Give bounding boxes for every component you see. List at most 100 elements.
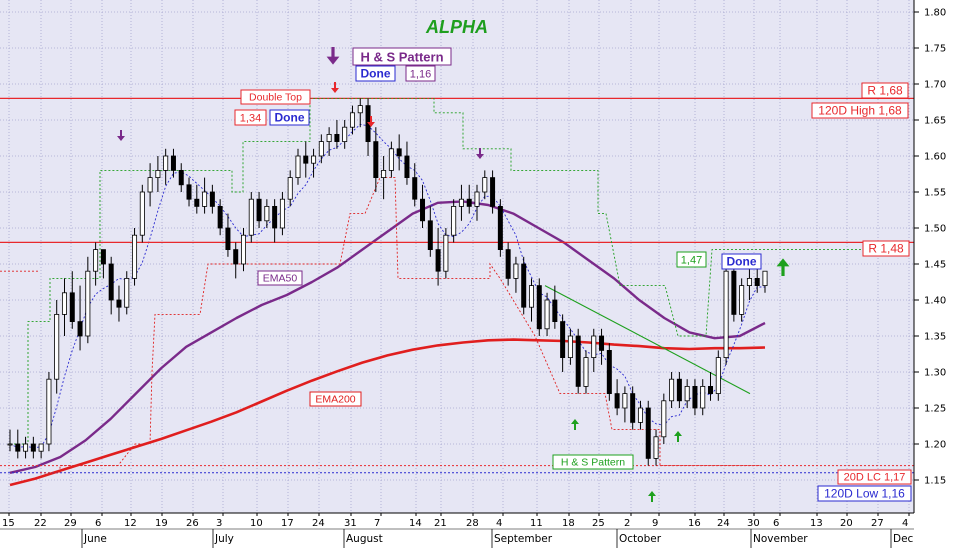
lc-20d-label-box bbox=[837, 469, 912, 485]
candle-body bbox=[575, 335, 581, 387]
candle-body bbox=[599, 335, 605, 351]
candle-body bbox=[30, 443, 36, 452]
value-label-top: 1,16 bbox=[410, 69, 431, 81]
candle-body bbox=[233, 249, 239, 265]
y-tick-label: 1.15 bbox=[924, 476, 946, 487]
candle-body bbox=[178, 169, 184, 186]
y-tick-label: 1.80 bbox=[924, 8, 946, 19]
double-top-value: 1,34 bbox=[240, 113, 261, 125]
candle-body bbox=[217, 205, 223, 229]
x-tick-label: 24 bbox=[717, 518, 730, 529]
candle-body bbox=[163, 155, 169, 171]
short-ma-line bbox=[9, 123, 765, 449]
candle-body bbox=[482, 177, 488, 193]
candle-body bbox=[147, 177, 153, 193]
signal-arrow-green bbox=[648, 491, 656, 496]
ema200-label: EMA200 bbox=[315, 394, 355, 406]
x-tick-label: 19 bbox=[155, 518, 168, 529]
y-tick-label: 1.40 bbox=[924, 296, 946, 307]
candle-body bbox=[451, 205, 457, 236]
candle-body bbox=[614, 393, 620, 409]
x-tick-label: 11 bbox=[530, 518, 543, 529]
candle-body bbox=[630, 393, 636, 423]
candle-body bbox=[225, 227, 231, 251]
x-tick-label: 24 bbox=[312, 518, 325, 529]
candle-body bbox=[264, 205, 270, 222]
candle-body bbox=[684, 385, 690, 402]
candle-body bbox=[591, 335, 597, 359]
candle-body bbox=[124, 277, 130, 308]
value-label-147-box bbox=[676, 251, 707, 268]
candle-body bbox=[85, 270, 91, 337]
candle-body bbox=[373, 141, 379, 179]
x-tick-label: 6 bbox=[95, 518, 101, 529]
x-tick-label: 26 bbox=[186, 518, 199, 529]
candle-body bbox=[295, 155, 301, 179]
x-tick-label: 7 bbox=[374, 518, 380, 529]
candle-body bbox=[490, 177, 496, 207]
signal-arrow-red bbox=[367, 122, 375, 127]
candle-body bbox=[427, 220, 433, 251]
signal-arrow-red bbox=[331, 88, 339, 93]
candle-body bbox=[388, 148, 394, 171]
high-120d-label-box bbox=[811, 102, 909, 119]
y-tick-label: 1.70 bbox=[924, 80, 946, 91]
candle-body bbox=[669, 378, 675, 402]
ema50-line bbox=[9, 200, 766, 474]
candle-body bbox=[349, 112, 355, 128]
low-120d-label: 120D Low 1,16 bbox=[824, 487, 905, 501]
month-label: June bbox=[83, 533, 107, 545]
x-tick-label: 13 bbox=[810, 518, 823, 529]
resistance-1-68-label: R 1,68 bbox=[867, 84, 903, 98]
signal-arrow-purple-big bbox=[326, 56, 340, 65]
signal-arrow-green bbox=[571, 419, 579, 424]
candle-body bbox=[248, 198, 254, 236]
x-tick-label: 20 bbox=[840, 518, 853, 529]
x-tick-label: 4 bbox=[496, 518, 502, 529]
x-tick-label: 30 bbox=[747, 518, 760, 529]
x-tick-label: 15 bbox=[2, 518, 15, 529]
double-top-label: Double Top bbox=[249, 92, 302, 104]
hs-pattern-bottom-label-box bbox=[552, 454, 634, 470]
x-tick-label: 29 bbox=[64, 518, 77, 529]
y-tick-label: 1.65 bbox=[924, 116, 946, 127]
high-120d-label: 120D High 1,68 bbox=[818, 104, 902, 118]
x-tick-label: 31 bbox=[344, 518, 357, 529]
month-label: August bbox=[346, 533, 383, 545]
signal-arrow-green-big bbox=[776, 258, 790, 267]
candle-body bbox=[54, 313, 60, 380]
signal-arrow-green bbox=[674, 431, 682, 436]
y-tick-label: 1.20 bbox=[924, 440, 946, 451]
candle-body bbox=[77, 321, 83, 337]
candle-body bbox=[186, 184, 192, 200]
x-tick-label: 18 bbox=[562, 518, 575, 529]
candle-body bbox=[715, 357, 721, 395]
candle-body bbox=[287, 177, 293, 200]
y-tick-label: 1.45 bbox=[924, 260, 946, 271]
x-tick-label: 9 bbox=[652, 518, 658, 529]
candle-body bbox=[279, 198, 285, 229]
candle-body bbox=[23, 443, 29, 452]
y-tick-label: 1.50 bbox=[924, 224, 946, 235]
candle-body bbox=[420, 198, 426, 222]
month-label: Dec bbox=[893, 533, 914, 545]
candle-body bbox=[412, 177, 418, 200]
y-tick-label: 1.25 bbox=[924, 404, 946, 415]
y-tick-label: 1.35 bbox=[924, 332, 946, 343]
candle-body bbox=[139, 191, 145, 236]
hs-pattern-title-box bbox=[352, 47, 452, 66]
candle-body bbox=[170, 155, 176, 171]
double-top-value-box bbox=[234, 109, 267, 126]
value-label-147: 1,47 bbox=[681, 255, 702, 267]
x-tick-label: 16 bbox=[688, 518, 701, 529]
x-tick-label: 2 bbox=[624, 518, 630, 529]
x-tick-label: 12 bbox=[124, 518, 137, 529]
x-tick-label: 27 bbox=[871, 518, 884, 529]
candle-body bbox=[435, 249, 441, 272]
candle-body bbox=[318, 141, 324, 157]
month-label: October bbox=[619, 533, 662, 545]
y-tick-label: 1.55 bbox=[924, 188, 946, 199]
done-label-right: Done bbox=[727, 255, 757, 269]
candle-body bbox=[155, 169, 161, 178]
